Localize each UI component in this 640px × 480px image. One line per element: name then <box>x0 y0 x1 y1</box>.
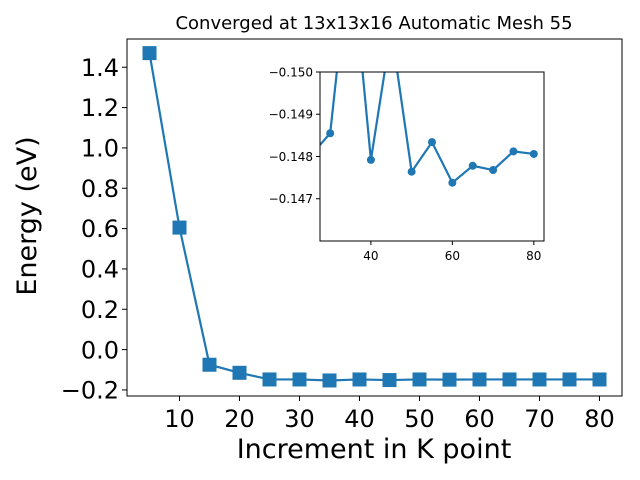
main-y-tick-label: 1.4 <box>81 54 119 82</box>
main-data-point <box>442 372 457 387</box>
main-y-tick-label: 1.2 <box>81 94 119 122</box>
inset-data-point <box>529 149 538 158</box>
main-data-point <box>292 372 307 387</box>
inset-y-tick-label: −0.149 <box>269 108 313 122</box>
main-x-tick-label: 10 <box>164 405 195 433</box>
main-data-point <box>502 372 517 387</box>
main-data-point <box>352 372 367 387</box>
inset-data-point <box>509 147 518 156</box>
inset-data-point <box>407 167 416 176</box>
main-x-tick-label: 50 <box>404 405 435 433</box>
inset-y-tick-label: −0.150 <box>269 65 313 79</box>
main-data-point <box>262 372 277 387</box>
inset-y-tick-label: −0.147 <box>269 192 313 206</box>
main-data-point <box>142 46 157 61</box>
main-data-point <box>472 372 487 387</box>
main-y-tick-label: 1.0 <box>81 135 119 163</box>
inset-data-point <box>489 166 498 175</box>
main-x-tick-label: 80 <box>584 405 615 433</box>
main-data-point <box>232 365 247 380</box>
inset-data-point <box>326 129 335 138</box>
inset-series-line <box>320 72 534 185</box>
inset-data-point <box>448 178 457 187</box>
main-y-tick-label: −0.2 <box>61 377 119 405</box>
main-data-point <box>412 372 427 387</box>
y-axis-label: Energy (eV) <box>12 136 43 295</box>
main-y-tick-label: 0.0 <box>81 336 119 364</box>
main-data-point <box>592 372 607 387</box>
main-x-tick-label: 70 <box>524 405 555 433</box>
main-data-point <box>562 372 577 387</box>
main-x-tick-label: 20 <box>224 405 255 433</box>
main-frame <box>126 38 623 397</box>
main-y-tick-label: 0.6 <box>81 215 119 243</box>
inset-x-tick-label: 60 <box>445 249 460 263</box>
main-data-point <box>322 373 337 388</box>
main-y-tick-label: 0.4 <box>81 256 119 284</box>
x-axis-label: Increment in K point <box>237 434 512 465</box>
inset-y-tick-label: −0.148 <box>269 150 313 164</box>
inset-x-tick-label: 40 <box>363 249 378 263</box>
main-x-tick-label: 30 <box>284 405 315 433</box>
chart-title: Converged at 13x13x16 Automatic Mesh 55 <box>175 13 572 34</box>
main-x-tick-label: 40 <box>344 405 375 433</box>
inset-plot: 40 60 80 −0.150 −0.149 −0.148 −0.147 <box>269 65 545 263</box>
inset-data-point <box>366 155 375 164</box>
main-x-tick-label: 60 <box>464 405 495 433</box>
main-data-point <box>172 220 187 235</box>
main-data-point <box>532 372 547 387</box>
inset-data-point <box>468 161 477 170</box>
main-plot: 10 20 30 40 50 60 70 80 −0.2 0.0 0.2 0.4 0.6 0.8 1.0 1.… <box>61 38 623 433</box>
main-data-point <box>382 373 397 388</box>
main-series-line <box>148 52 600 382</box>
main-data-point <box>202 357 217 372</box>
main-y-tick-label: 0.2 <box>81 296 119 324</box>
inset-data-point <box>428 138 436 147</box>
inset-frame <box>319 71 545 242</box>
inset-x-tick-label: 80 <box>526 249 541 263</box>
main-y-tick-label: 0.8 <box>81 175 119 203</box>
